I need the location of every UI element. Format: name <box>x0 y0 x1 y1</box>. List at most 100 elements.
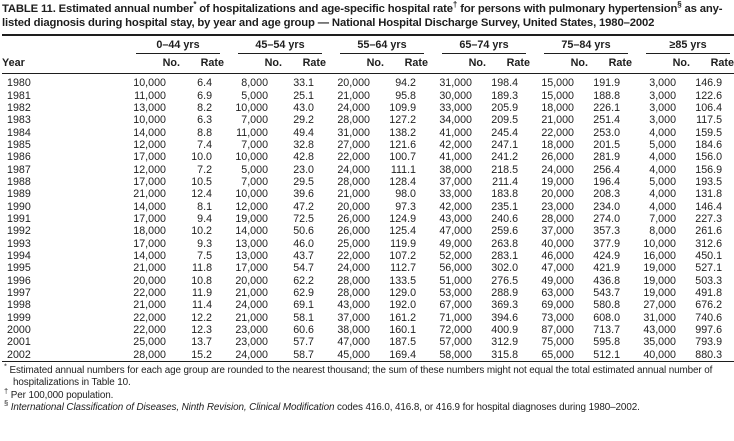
table-row: 1993 17,000 9.3 13,000 46.0 25,000 119.9 49,000… <box>2 238 734 250</box>
table-row: 1999 22,000 12.2 21,000 58.1 37,000 161.2 71,00… <box>2 312 734 324</box>
age-group-header-row: 0–44 yrs 45–54 yrs 55–64 yrs 65–74 yrs 7… <box>2 35 734 55</box>
rate-cell: 261.6 <box>695 225 723 238</box>
rate-cell: 209.5 <box>491 114 519 127</box>
year-cell: 1991 <box>7 212 31 225</box>
rate-cell: 7.4 <box>197 138 213 151</box>
rate-cell: 33.1 <box>293 77 315 90</box>
rate-cell: 106.4 <box>695 101 723 114</box>
count-cell: 22,000 <box>133 324 166 337</box>
rate-cell: 189.3 <box>491 89 519 102</box>
table-title: TABLE 11. Estimated annual number* of ho… <box>2 1 732 30</box>
rate-cell: 6.9 <box>197 89 213 102</box>
rate-cell: 198.4 <box>491 77 519 90</box>
rate-cell: 9.3 <box>197 237 213 250</box>
rate-cell: 240.6 <box>491 212 519 225</box>
rate-cell: 997.6 <box>695 324 723 337</box>
year-cell: 1996 <box>7 274 31 287</box>
rate-cell: 159.5 <box>695 126 723 139</box>
count-cell: 10,000 <box>235 101 269 114</box>
count-cell: 41,000 <box>439 151 473 164</box>
count-cell: 38,000 <box>337 324 371 337</box>
rate-cell: 274.0 <box>593 212 621 225</box>
footnote-dagger: † Per 100,000 population. <box>4 387 732 402</box>
rate-cell: 49.4 <box>293 126 315 139</box>
rate-cell: 450.1 <box>695 250 723 262</box>
footnote-section: § International Classification of Diseas… <box>4 398 732 414</box>
age-group-header: 55–64 yrs <box>326 35 428 55</box>
count-cell: 57,000 <box>439 336 473 349</box>
count-cell: 28,000 <box>337 114 371 127</box>
count-cell: 17,000 <box>133 151 166 164</box>
count-cell: 42,000 <box>439 200 473 213</box>
rate-cell: 58.7 <box>293 348 315 361</box>
rate-cell: 211.4 <box>492 175 519 188</box>
rate-cell: 43.0 <box>293 101 315 114</box>
table-row: 1992 18,000 10.2 14,000 50.6 26,000 125.4 47,00… <box>2 225 734 237</box>
title-text: for persons with pulmonary hypertension <box>457 3 678 15</box>
rate-cell: 46.0 <box>293 237 315 250</box>
footnote-marker-section: § <box>4 398 9 408</box>
rate-cell: 512.1 <box>593 348 621 361</box>
rate-cell: 42.8 <box>293 151 315 164</box>
table-row: 1982 13,000 8.2 10,000 43.0 24,000 109.9 33,000… <box>2 102 734 114</box>
age-group-label: 65–74 yrs <box>459 39 509 52</box>
table-row: 1983 10,000 6.3 7,000 29.2 28,000 127.2 34,000 2… <box>2 114 734 126</box>
rate-cell: 241.2 <box>491 151 519 164</box>
age-group-header: 65–74 yrs <box>428 35 530 55</box>
rate-cell: 111.1 <box>390 163 417 176</box>
rate-cell: 10.5 <box>191 175 213 188</box>
rate-cell: 160.1 <box>389 324 417 337</box>
rate-cell: 713.7 <box>593 324 621 337</box>
table-row: 1987 12,000 7.2 5,000 23.0 24,000 111.1 38,000 2… <box>2 164 734 176</box>
year-cell: 1981 <box>7 89 31 102</box>
count-cell: 14,000 <box>133 126 166 139</box>
rate-cell: 205.9 <box>491 101 519 114</box>
footnote-marker-asterisk: * <box>4 361 7 371</box>
year-cell: 2002 <box>7 348 31 361</box>
count-cell: 52,000 <box>439 250 473 262</box>
rate-cell: 32.8 <box>293 138 315 151</box>
year-cell: 1990 <box>7 200 31 213</box>
rate-cell: 29.5 <box>293 175 315 188</box>
count-cell: 28,000 <box>337 287 371 300</box>
count-cell: 4,000 <box>649 151 677 164</box>
count-cell: 23,000 <box>235 336 269 349</box>
rate-cell: 527.1 <box>695 262 723 275</box>
count-cell: 42,000 <box>439 138 473 151</box>
count-cell: 20,000 <box>337 77 371 90</box>
count-cell: 27,000 <box>643 299 677 312</box>
document-page: TABLE 11. Estimated annual number* of ho… <box>2 1 734 414</box>
count-cell: 35,000 <box>643 336 677 349</box>
count-cell: 26,000 <box>337 225 371 238</box>
rate-cell: 424.9 <box>593 250 621 262</box>
count-cell: 17,000 <box>133 212 166 225</box>
year-cell: 1989 <box>7 188 31 201</box>
count-cell: 12,000 <box>133 138 166 151</box>
count-cell: 12,000 <box>133 163 166 176</box>
rate-cell: 8.1 <box>197 200 213 213</box>
age-group-label: 55–64 yrs <box>357 39 407 52</box>
table-header: 0–44 yrs 45–54 yrs 55–64 yrs 65–74 yrs 7… <box>2 35 734 75</box>
count-cell: 14,000 <box>133 200 166 213</box>
rate-cell: 60.6 <box>293 324 315 337</box>
year-cell: 2000 <box>7 324 31 337</box>
count-cell: 22,000 <box>133 311 166 324</box>
count-cell: 4,000 <box>649 126 677 139</box>
rate-cell: 283.1 <box>491 250 519 262</box>
count-cell: 28,000 <box>541 212 575 225</box>
count-cell: 24,000 <box>337 101 371 114</box>
rate-cell: 119.9 <box>390 237 417 250</box>
year-cell: 1983 <box>7 114 31 127</box>
count-cell: 51,000 <box>439 274 473 287</box>
count-cell: 5,000 <box>649 175 677 188</box>
count-cell: 28,000 <box>337 274 371 287</box>
rate-cell: 138.2 <box>389 126 417 139</box>
count-cell: 4,000 <box>649 188 677 201</box>
rate-cell: 247.1 <box>491 138 519 151</box>
count-cell: 22,000 <box>337 250 371 262</box>
count-cell: 65,000 <box>541 348 575 361</box>
rate-cell: 156.9 <box>695 163 723 176</box>
count-cell: 23,000 <box>235 324 269 337</box>
count-cell: 31,000 <box>337 126 371 139</box>
footnote-italic-text: International Classification of Diseases… <box>10 401 335 413</box>
